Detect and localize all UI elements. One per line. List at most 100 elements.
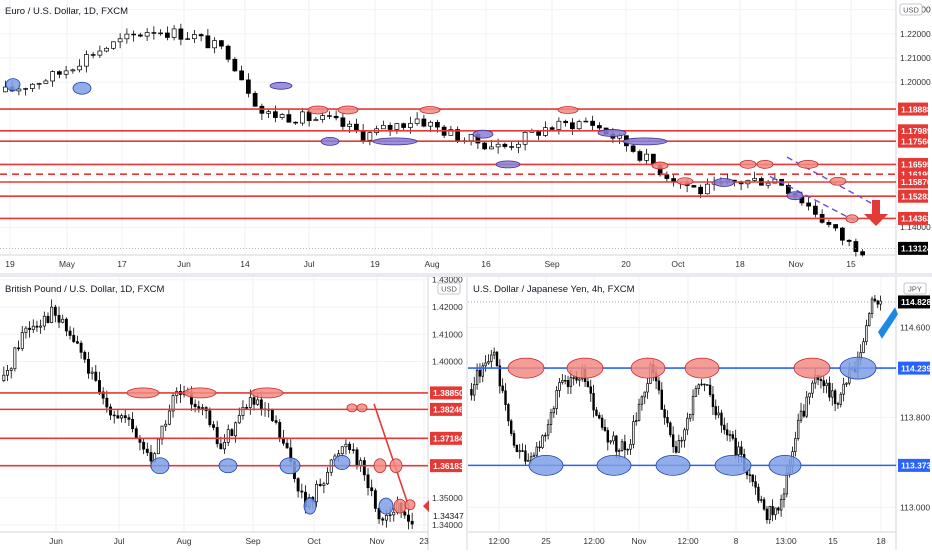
x-tick-label: 19 [5, 259, 15, 269]
support-marker [269, 81, 293, 90]
candle-body [669, 422, 672, 436]
candle-body [535, 446, 538, 456]
candle-body [435, 121, 440, 128]
support-marker [303, 497, 317, 515]
candle-body [145, 448, 149, 453]
usdjpy-chart[interactable]: 114.600 113.800 113.000 12:00 25 12:00 Nov 12:0… [468, 277, 932, 550]
resistance-marker [676, 177, 694, 186]
panel-divider-horizontal[interactable] [0, 273, 932, 277]
candle-body [105, 397, 109, 408]
candle-body [17, 347, 21, 350]
candle-body [541, 435, 544, 449]
candle-body [223, 441, 227, 450]
candle-body [490, 354, 493, 362]
x-tick-label: Aug [424, 259, 439, 269]
candle-body [2, 374, 6, 381]
candle-body [811, 382, 814, 394]
candle-body [167, 410, 171, 425]
candle-body [68, 330, 72, 336]
candle-body [777, 507, 780, 511]
candle-body [596, 125, 602, 129]
y-tick-label: 113.000 [900, 502, 930, 512]
candle-body [104, 47, 109, 52]
level-price-tag [430, 431, 462, 445]
candle-body [575, 377, 578, 381]
candle-body [846, 239, 852, 242]
x-tick-label: Jun [177, 259, 191, 269]
candle-body [296, 478, 300, 492]
eurusd-chart[interactable]: 1.230001.220001.210001.200001.1400019May… [0, 0, 932, 273]
candle-body [97, 50, 103, 56]
support-marker [655, 454, 691, 476]
candle-body [313, 119, 319, 122]
candle-body [637, 403, 641, 421]
candle-body [348, 443, 352, 451]
candle-body [326, 471, 330, 485]
pattern-markers [507, 356, 877, 476]
currency-badge-box [903, 282, 927, 295]
candle-body [124, 33, 130, 40]
level-price-tag [898, 175, 928, 189]
candle-body [833, 224, 838, 229]
candle-body [704, 183, 710, 195]
candle-body [362, 460, 366, 476]
resistance-marker [337, 105, 359, 115]
candle-body [165, 32, 170, 38]
candle-body [340, 446, 344, 455]
candle-body [698, 186, 703, 195]
candle-body [230, 429, 234, 437]
candle-body [754, 481, 757, 488]
candle-body [270, 409, 274, 421]
support-marker [839, 356, 877, 380]
candle-body [603, 426, 607, 431]
candle-body [521, 450, 524, 452]
resistance-marker [684, 357, 720, 379]
candle-body [212, 424, 215, 428]
candle-body [666, 417, 669, 424]
candle-body [572, 377, 575, 379]
candle-body [70, 69, 76, 72]
candle-body [805, 396, 808, 417]
candle-body [286, 114, 292, 123]
candles [470, 295, 882, 525]
currency-badge: JPY [908, 285, 922, 294]
x-tick-label: 12:00 [488, 536, 510, 546]
candle-body [72, 335, 76, 343]
level-price-label: 113.373 [901, 461, 932, 471]
candle-body [598, 414, 601, 419]
candle-body [142, 441, 146, 450]
gbpusd-chart[interactable]: 1.43000 1.42000 1.41000 1.40000 1.35000 1.340… [0, 275, 466, 550]
chart-title: U.S. Dollar / Japanese Yen, 4h, FXCM [473, 284, 635, 295]
candle-body [482, 142, 488, 150]
candle-body [306, 111, 312, 122]
candle-body [201, 407, 204, 409]
candle-body [644, 153, 649, 161]
candle-body [171, 28, 177, 38]
candle-body [98, 380, 101, 393]
candle-body [39, 325, 43, 328]
candle-body [576, 121, 582, 130]
support-marker [596, 454, 632, 476]
x-tick-label: Sep [245, 536, 260, 546]
eurusd-chart-svg: 1.230001.220001.210001.200001.1400019May… [0, 0, 932, 273]
candle-body [842, 383, 845, 395]
last-price-tag [898, 241, 928, 255]
candle-body [468, 134, 474, 142]
panel-divider-vertical[interactable] [466, 277, 468, 550]
candle-body [680, 439, 683, 442]
candle-body [501, 385, 504, 392]
x-tick-label: Jun [49, 536, 63, 546]
candle-body [538, 446, 541, 449]
candle-body [870, 298, 874, 314]
candle-body [822, 380, 825, 387]
x-tick-label: 25 [541, 536, 551, 546]
candle-body [252, 93, 258, 107]
candle-body [83, 54, 89, 67]
candle-body [549, 412, 553, 425]
candle-body [630, 145, 636, 152]
candle-body [589, 386, 592, 394]
candle-body [246, 79, 251, 94]
candle-body [873, 298, 877, 302]
candle-body [836, 403, 840, 405]
resistance-marker [346, 403, 358, 413]
